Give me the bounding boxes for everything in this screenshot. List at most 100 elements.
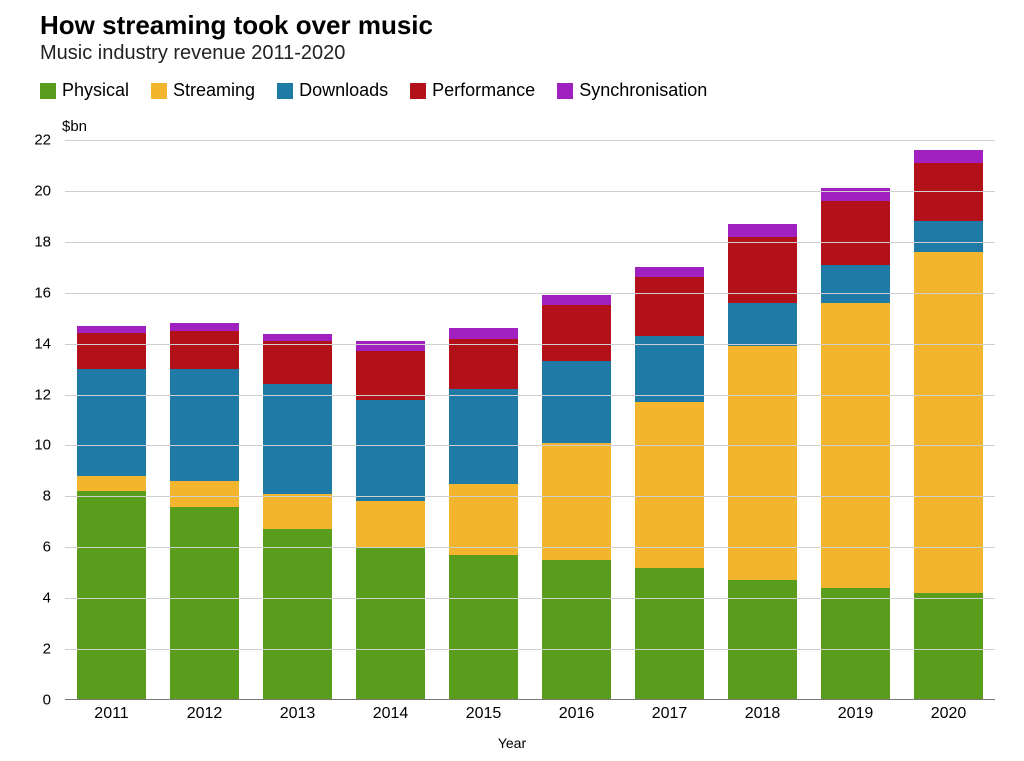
bar-segment bbox=[542, 443, 611, 560]
bar-segment bbox=[449, 328, 518, 338]
y-tick-label: 16 bbox=[15, 284, 51, 301]
bar-segment bbox=[821, 265, 890, 303]
legend-label: Streaming bbox=[173, 80, 255, 101]
bar-segment bbox=[356, 400, 425, 502]
chart-page: How streaming took over music Music indu… bbox=[0, 0, 1024, 761]
bar-segment bbox=[77, 326, 146, 334]
chart-title: How streaming took over music bbox=[40, 10, 433, 41]
bar-segment bbox=[542, 295, 611, 305]
gridline bbox=[65, 242, 995, 243]
x-tick-label: 2011 bbox=[94, 705, 128, 723]
bar-segment bbox=[356, 547, 425, 700]
bar-group bbox=[170, 323, 239, 700]
bar-segment bbox=[356, 351, 425, 399]
bar-segment bbox=[635, 568, 704, 700]
y-tick-label: 10 bbox=[15, 437, 51, 454]
legend-label: Synchronisation bbox=[579, 80, 707, 101]
gridline bbox=[65, 547, 995, 548]
legend-item: Synchronisation bbox=[557, 80, 707, 101]
y-tick-label: 12 bbox=[15, 386, 51, 403]
bars-container bbox=[65, 140, 995, 700]
x-axis-line bbox=[65, 699, 995, 700]
legend-swatch bbox=[277, 83, 293, 99]
bar-segment bbox=[914, 221, 983, 252]
bar-segment bbox=[635, 277, 704, 336]
bar-segment bbox=[77, 369, 146, 476]
gridline bbox=[65, 496, 995, 497]
bar-segment bbox=[914, 163, 983, 222]
chart-legend: PhysicalStreamingDownloadsPerformanceSyn… bbox=[40, 80, 707, 101]
y-tick-label: 14 bbox=[15, 335, 51, 352]
x-tick-label: 2019 bbox=[838, 705, 874, 723]
legend-swatch bbox=[151, 83, 167, 99]
bar-segment bbox=[263, 494, 332, 530]
x-axis-title: Year bbox=[0, 735, 1024, 751]
bar-segment bbox=[449, 555, 518, 700]
x-tick-label: 2012 bbox=[187, 705, 223, 723]
bar-segment bbox=[914, 252, 983, 593]
legend-item: Downloads bbox=[277, 80, 388, 101]
bar-segment bbox=[914, 150, 983, 163]
bar-segment bbox=[821, 201, 890, 265]
gridline bbox=[65, 191, 995, 192]
bar-group bbox=[542, 295, 611, 700]
bar-segment bbox=[542, 361, 611, 442]
gridline bbox=[65, 293, 995, 294]
bar-segment bbox=[170, 481, 239, 506]
bar-segment bbox=[635, 402, 704, 567]
bar-segment bbox=[914, 593, 983, 700]
bar-group bbox=[728, 224, 797, 700]
bar-segment bbox=[263, 341, 332, 384]
bar-group bbox=[635, 267, 704, 700]
y-tick-label: 0 bbox=[15, 692, 51, 709]
bar-segment bbox=[542, 560, 611, 700]
legend-swatch bbox=[557, 83, 573, 99]
x-tick-label: 2018 bbox=[745, 705, 781, 723]
plot-area: 0246810121416182022 bbox=[55, 140, 995, 700]
bar-group bbox=[821, 188, 890, 700]
y-tick-label: 18 bbox=[15, 233, 51, 250]
x-axis-labels: 2011201220132014201520162017201820192020 bbox=[65, 705, 995, 725]
bar-segment bbox=[449, 389, 518, 483]
legend-swatch bbox=[40, 83, 56, 99]
y-tick-label: 22 bbox=[15, 132, 51, 149]
bar-segment bbox=[77, 476, 146, 491]
bar-segment bbox=[635, 267, 704, 277]
bar-segment bbox=[635, 336, 704, 402]
bar-group bbox=[263, 334, 332, 701]
legend-label: Downloads bbox=[299, 80, 388, 101]
gridline bbox=[65, 649, 995, 650]
bar-group bbox=[77, 326, 146, 700]
y-axis-unit-label: $bn bbox=[62, 118, 87, 135]
bar-segment bbox=[170, 323, 239, 331]
bar-segment bbox=[728, 346, 797, 580]
legend-swatch bbox=[410, 83, 426, 99]
legend-label: Physical bbox=[62, 80, 129, 101]
bar-segment bbox=[449, 339, 518, 390]
bar-segment bbox=[728, 303, 797, 346]
y-tick-label: 6 bbox=[15, 539, 51, 556]
gridline bbox=[65, 140, 995, 141]
bar-segment bbox=[263, 334, 332, 342]
x-tick-label: 2013 bbox=[280, 705, 316, 723]
gridline bbox=[65, 445, 995, 446]
bar-segment bbox=[263, 529, 332, 700]
x-tick-label: 2016 bbox=[559, 705, 595, 723]
x-tick-label: 2015 bbox=[466, 705, 502, 723]
x-tick-label: 2014 bbox=[373, 705, 409, 723]
bar-group bbox=[914, 150, 983, 700]
gridline bbox=[65, 344, 995, 345]
y-tick-label: 20 bbox=[15, 182, 51, 199]
chart-subtitle: Music industry revenue 2011-2020 bbox=[40, 42, 345, 65]
bar-segment bbox=[170, 331, 239, 369]
bar-segment bbox=[356, 501, 425, 547]
bar-segment bbox=[449, 484, 518, 555]
bar-group bbox=[449, 328, 518, 700]
bar-segment bbox=[542, 305, 611, 361]
legend-item: Physical bbox=[40, 80, 129, 101]
bar-segment bbox=[821, 588, 890, 700]
y-tick-label: 8 bbox=[15, 488, 51, 505]
bar-segment bbox=[170, 507, 239, 700]
y-tick-label: 4 bbox=[15, 590, 51, 607]
gridline bbox=[65, 395, 995, 396]
